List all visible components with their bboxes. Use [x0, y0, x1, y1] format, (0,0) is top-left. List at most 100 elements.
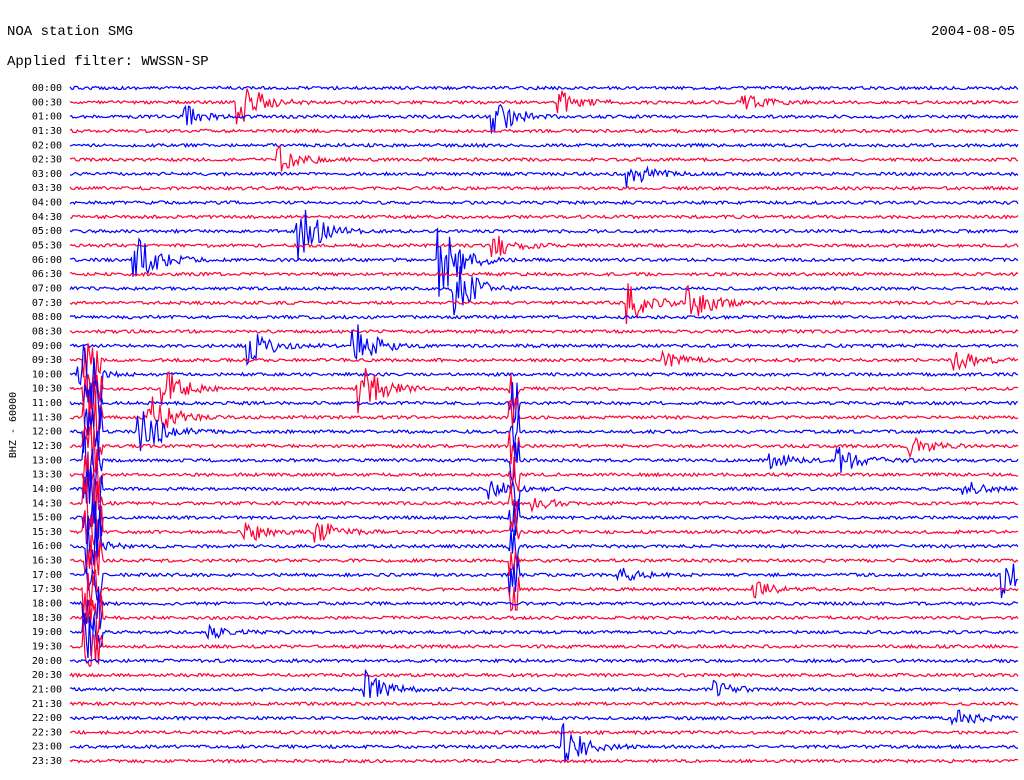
row-time-label: 22:00 [32, 713, 62, 724]
row-time-label: 08:00 [32, 312, 62, 323]
trace [69, 142, 1019, 149]
row-time-label: 08:30 [32, 326, 62, 337]
row-time-label: 15:30 [32, 527, 62, 538]
trace [69, 407, 1019, 456]
title: NOA station SMG [7, 24, 133, 40]
row-time-label: 16:00 [32, 541, 62, 552]
trace [69, 103, 1019, 134]
row-time-label: 15:00 [32, 513, 62, 524]
trace [69, 85, 1019, 91]
trace [69, 535, 1019, 588]
trace [69, 235, 1019, 258]
trace [70, 165, 1019, 189]
trace [69, 266, 1019, 316]
trace [69, 758, 1019, 764]
trace [69, 723, 1019, 763]
trace [69, 595, 1019, 637]
trace [69, 505, 1019, 558]
row-time-label: 05:30 [32, 241, 62, 252]
row-time-label: 19:00 [32, 627, 62, 638]
row-time-label: 07:00 [32, 283, 62, 294]
trace [69, 560, 1019, 601]
row-time-label: 18:00 [32, 599, 62, 610]
row-time-label: 10:30 [32, 384, 62, 395]
trace [69, 379, 1019, 429]
trace [69, 344, 1019, 403]
row-time-label: 11:00 [32, 398, 62, 409]
row-time-label: 14:30 [32, 498, 62, 509]
trace [69, 214, 1019, 220]
subtitle: Applied filter: WWSSN-SP [7, 54, 209, 70]
trace [69, 144, 1019, 172]
row-time-label: 17:30 [32, 584, 62, 595]
trace [69, 498, 1019, 545]
row-time-label: 03:00 [32, 169, 62, 180]
row-time-label: 20:00 [32, 656, 62, 667]
y-axis-label: BHZ - 60000 [8, 392, 19, 458]
trace [69, 209, 1019, 261]
row-time-label: 16:30 [32, 556, 62, 567]
traces [69, 85, 1019, 764]
row-time-label: 19:30 [32, 641, 62, 652]
row-time-label: 02:00 [32, 140, 62, 151]
trace [69, 657, 1019, 664]
trace [69, 467, 1019, 514]
row-time-label: 06:00 [32, 255, 62, 266]
row-time-label: 05:00 [32, 226, 62, 237]
row-time-label: 04:30 [32, 212, 62, 223]
trace [69, 569, 1019, 616]
row-time-label: 13:00 [32, 455, 62, 466]
row-time-label: 01:00 [32, 112, 62, 123]
row-time-label: 11:30 [32, 412, 62, 423]
trace [69, 668, 1019, 699]
trace [69, 623, 1019, 668]
row-time-label: 00:30 [32, 97, 62, 108]
row-time-label: 22:30 [32, 727, 62, 738]
row-time-label: 12:00 [32, 427, 62, 438]
trace [69, 613, 1019, 659]
trace [69, 476, 1019, 530]
row-time-label: 00:00 [32, 83, 62, 94]
row-time-label: 04:00 [32, 198, 62, 209]
row-time-label: 10:00 [32, 369, 62, 380]
row-time-label: 14:00 [32, 484, 62, 495]
trace [69, 88, 1019, 125]
trace [70, 227, 1019, 297]
trace [69, 283, 1019, 325]
row-time-label: 21:00 [32, 684, 62, 695]
trace [69, 314, 1019, 320]
row-time-label: 09:00 [32, 341, 62, 352]
trace [69, 729, 1019, 736]
trace [69, 423, 1019, 472]
trace [69, 709, 1019, 726]
row-time-label: 17:00 [32, 570, 62, 581]
row-time-label: 06:30 [32, 269, 62, 280]
trace [69, 586, 1019, 632]
trace [69, 435, 1019, 486]
trace [69, 343, 1019, 387]
trace [69, 128, 1019, 134]
date: 2004-08-05 [931, 24, 1015, 40]
row-time-label: 02:30 [32, 155, 62, 166]
row-time-label: 23:30 [32, 756, 62, 767]
trace [69, 271, 1019, 277]
trace [69, 393, 1019, 442]
row-time-label: 09:30 [32, 355, 62, 366]
trace [69, 516, 1019, 575]
trace [69, 368, 1019, 414]
row-time-label: 01:30 [32, 126, 62, 137]
row-time-label: 12:30 [32, 441, 62, 452]
trace [69, 199, 1019, 206]
trace [69, 672, 1019, 678]
trace [69, 324, 1019, 367]
row-time-label: 18:30 [32, 613, 62, 624]
trace [69, 701, 1019, 707]
trace [69, 449, 1019, 501]
row-time-label: 13:30 [32, 470, 62, 481]
trace [69, 328, 1019, 335]
trace [69, 185, 1019, 192]
row-time-label: 03:30 [32, 183, 62, 194]
row-time-label: 07:30 [32, 298, 62, 309]
